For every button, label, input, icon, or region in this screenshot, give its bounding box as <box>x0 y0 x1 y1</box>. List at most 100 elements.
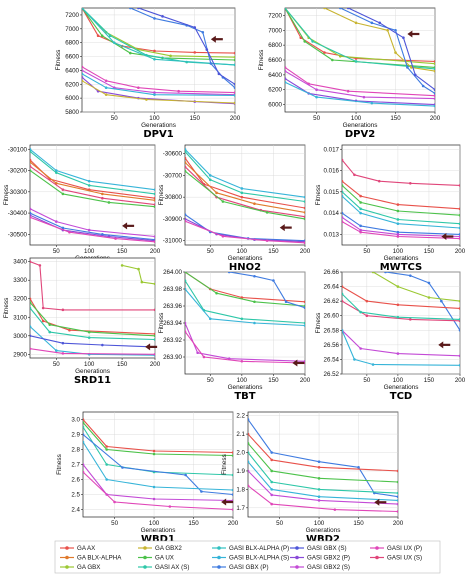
series-line-gasi-blx-alpha-s <box>83 441 233 491</box>
data-point <box>169 54 172 58</box>
data-point <box>396 495 398 499</box>
y-tick-label: 0.017 <box>324 146 340 153</box>
legend-entry: GASI GBX (P) <box>212 564 269 571</box>
data-point <box>265 239 269 242</box>
x-tick-label: 100 <box>237 377 248 384</box>
legend-marker <box>143 565 147 569</box>
data-point <box>458 307 460 310</box>
data-point <box>30 211 32 215</box>
series-line-ga-ax <box>83 419 233 454</box>
data-point <box>342 292 344 296</box>
data-point <box>153 240 155 244</box>
series-line-gasi-gbx-s <box>30 335 155 348</box>
series-line-gasi-gbx2-p <box>185 218 305 243</box>
data-point <box>83 463 85 466</box>
plot-area <box>29 257 156 359</box>
data-point <box>82 8 84 10</box>
y-axis-label: Fitness <box>258 50 265 71</box>
data-point <box>386 28 389 32</box>
data-point <box>87 179 91 183</box>
chart-dpv1: 50 100 150 200 5800 6000 6200 6400 6600 6800 7000 7… <box>55 7 241 140</box>
x-tick-label: 100 <box>393 377 404 384</box>
data-point <box>61 308 65 312</box>
y-tick-label: 263.90 <box>163 354 182 361</box>
data-point <box>96 34 100 38</box>
legend-marker <box>295 555 299 560</box>
data-point <box>317 495 321 499</box>
data-point <box>208 317 212 321</box>
series-line-ga-ux <box>185 272 305 307</box>
data-point <box>185 161 187 164</box>
series-line-ga-ux <box>30 302 155 337</box>
data-point <box>359 347 362 350</box>
y-tick-label: 0.014 <box>324 210 340 217</box>
data-point <box>394 28 397 32</box>
y-axis-label: Fitness <box>158 185 165 206</box>
data-point <box>30 306 32 310</box>
data-point <box>396 491 398 495</box>
chart-title: TBT <box>234 391 255 402</box>
data-point <box>184 473 187 477</box>
data-point <box>153 203 155 206</box>
data-point <box>83 440 85 444</box>
data-point <box>433 69 435 73</box>
x-tick-label: 50 <box>53 248 60 255</box>
x-axis-label: Generations <box>343 122 378 129</box>
data-point <box>458 354 460 358</box>
data-point <box>338 54 342 58</box>
data-point <box>396 233 400 236</box>
data-point <box>359 230 362 234</box>
data-point <box>233 55 235 59</box>
series-line-gasi-gbx2-s <box>30 208 155 238</box>
y-tick-label: 6400 <box>65 67 79 74</box>
x-tick-label: 200 <box>300 248 311 255</box>
data-point <box>55 220 58 223</box>
x-axis-label: Generations <box>384 384 419 391</box>
data-point <box>270 451 273 454</box>
series-line-gasi-gbx-p <box>30 212 155 241</box>
legend-label: GA GBX2 <box>155 545 182 552</box>
data-point <box>362 95 366 99</box>
x-axis-label: Generations <box>306 527 341 534</box>
x-tick-label: 50 <box>276 520 283 527</box>
chart-title: MWTCS <box>380 262 423 273</box>
series-line-gasi-ux-s <box>185 166 305 218</box>
y-tick-label: 2.9 <box>71 432 80 439</box>
data-point <box>82 79 84 83</box>
data-point <box>396 303 400 307</box>
legend-entry: GASI UX (S) <box>370 555 422 562</box>
y-tick-label: 2.0 <box>236 450 245 457</box>
data-point <box>315 95 318 99</box>
x-tick-label: 50 <box>53 361 60 368</box>
data-point <box>61 352 65 355</box>
x-tick-label: 150 <box>190 115 201 122</box>
y-tick-label: 26.64 <box>324 284 340 291</box>
data-point <box>303 217 305 221</box>
series-line-ga-blx-alpha <box>185 162 305 213</box>
data-point <box>396 222 400 226</box>
data-point <box>105 478 108 481</box>
y-tick-label: -31000 <box>163 238 183 245</box>
data-point <box>233 86 235 90</box>
chart-srd11: 50 100 150 200 2900 3000 3100 3200 3300 3400 Gener… <box>3 257 161 386</box>
y-tick-label: 26.58 <box>324 327 340 334</box>
data-point <box>396 230 400 234</box>
legend-entry: GA AX <box>60 545 95 552</box>
legend-label: GASI GBX (P) <box>229 564 269 571</box>
data-point <box>153 338 155 341</box>
data-point <box>114 237 117 240</box>
y-tick-label: 1.9 <box>236 468 245 475</box>
data-point <box>359 194 362 198</box>
data-point <box>338 8 342 10</box>
data-point <box>270 480 273 484</box>
data-point <box>30 325 32 328</box>
series-line-gasi-ax-s <box>342 293 460 320</box>
data-point <box>323 8 326 10</box>
series-line-gasi-gbx-s <box>138 8 235 85</box>
data-point <box>153 199 155 202</box>
series-line-gasi-ax-s <box>248 452 398 494</box>
data-point <box>370 101 374 105</box>
data-point <box>346 8 350 10</box>
data-point <box>152 485 156 489</box>
legend-label: GASI AX (S) <box>155 564 189 571</box>
